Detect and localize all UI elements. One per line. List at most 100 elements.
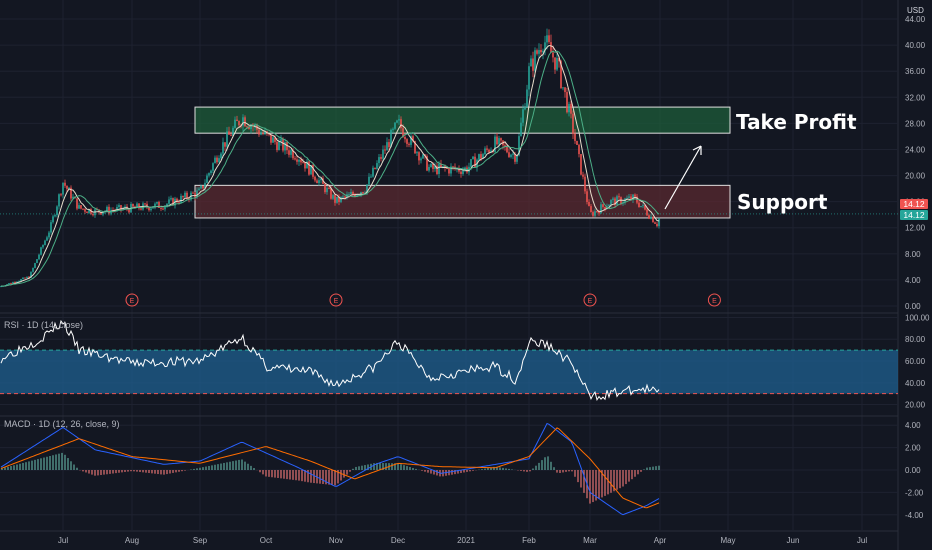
candle [550,42,552,53]
earnings-marker [329,293,343,307]
support-label: Support [737,190,828,214]
candle [488,149,490,153]
candle [524,106,526,110]
candle [38,254,40,260]
candle [548,35,550,43]
candle [592,212,594,216]
candle [152,207,154,209]
x-tick-label: Sep [193,536,208,545]
candle [192,192,194,194]
candle [332,195,334,199]
macd-line [0,422,660,516]
candle [92,213,94,216]
candle [578,144,580,155]
candle [626,197,628,199]
candle [34,263,36,268]
candle [528,66,530,90]
candle [320,178,322,181]
candle [344,196,346,198]
candle [614,198,616,205]
candle [554,57,556,70]
candle [260,133,262,135]
candle [290,150,292,155]
candle [36,259,38,264]
x-tick-label: 2021 [457,536,475,545]
candle [6,284,8,286]
candle [154,203,156,208]
candle [10,283,12,285]
candle [434,165,436,169]
candle [446,168,448,170]
candle [220,153,222,159]
candle [232,127,234,136]
candle [390,129,392,148]
candle [58,194,60,207]
x-tick-label: Oct [260,536,273,545]
candle [204,182,206,189]
candle [276,141,278,151]
candle [164,205,166,210]
candle [490,150,492,153]
y-tick-label: 40.00 [905,379,926,388]
candle [410,136,412,145]
candle [398,119,400,121]
candle [120,205,122,210]
candle [170,198,172,200]
earnings-marker-label: E [334,298,339,305]
candle [340,196,342,203]
candle [70,187,72,199]
candle [144,203,146,205]
moving-average-slow [0,50,660,287]
candle [350,192,352,194]
candle [156,201,158,204]
y-tick-label: -4.00 [905,511,924,520]
candle [648,215,650,219]
candle [330,188,332,199]
candle [652,216,654,223]
candle [584,176,586,192]
candle [564,87,566,93]
candle [210,170,212,174]
candle [538,50,540,54]
earnings-marker-label: E [712,298,717,305]
candle [422,154,424,159]
candle [292,150,294,159]
candle [486,148,488,150]
candle [212,163,214,171]
candle [312,165,314,177]
candle [222,142,224,154]
candle [316,180,318,184]
candle [646,209,648,216]
y-tick-label: 100.00 [905,313,930,322]
candle [586,191,588,203]
candle [534,50,536,71]
rsi-line [0,319,660,402]
candle [416,152,418,154]
candle [602,204,604,207]
candle [658,218,660,227]
candle [294,158,296,160]
earnings-marker [707,293,721,307]
candle [226,131,228,147]
candle [382,149,384,159]
candle [250,125,252,130]
candle [188,198,190,200]
candle [570,103,572,114]
candle [402,128,404,137]
y-tick-label: 36.00 [905,67,926,76]
candle [264,131,266,135]
y-tick-label: 4.00 [905,421,921,430]
candle [272,137,274,143]
candle [182,195,184,198]
candle [358,194,360,196]
candle [172,198,174,206]
candle [50,222,52,233]
arrow-head [692,145,702,155]
candle [76,198,78,209]
candle [160,207,162,209]
y-tick-label: -2.00 [905,488,924,497]
candle [252,125,254,127]
candle [326,187,328,193]
candle [516,155,518,162]
